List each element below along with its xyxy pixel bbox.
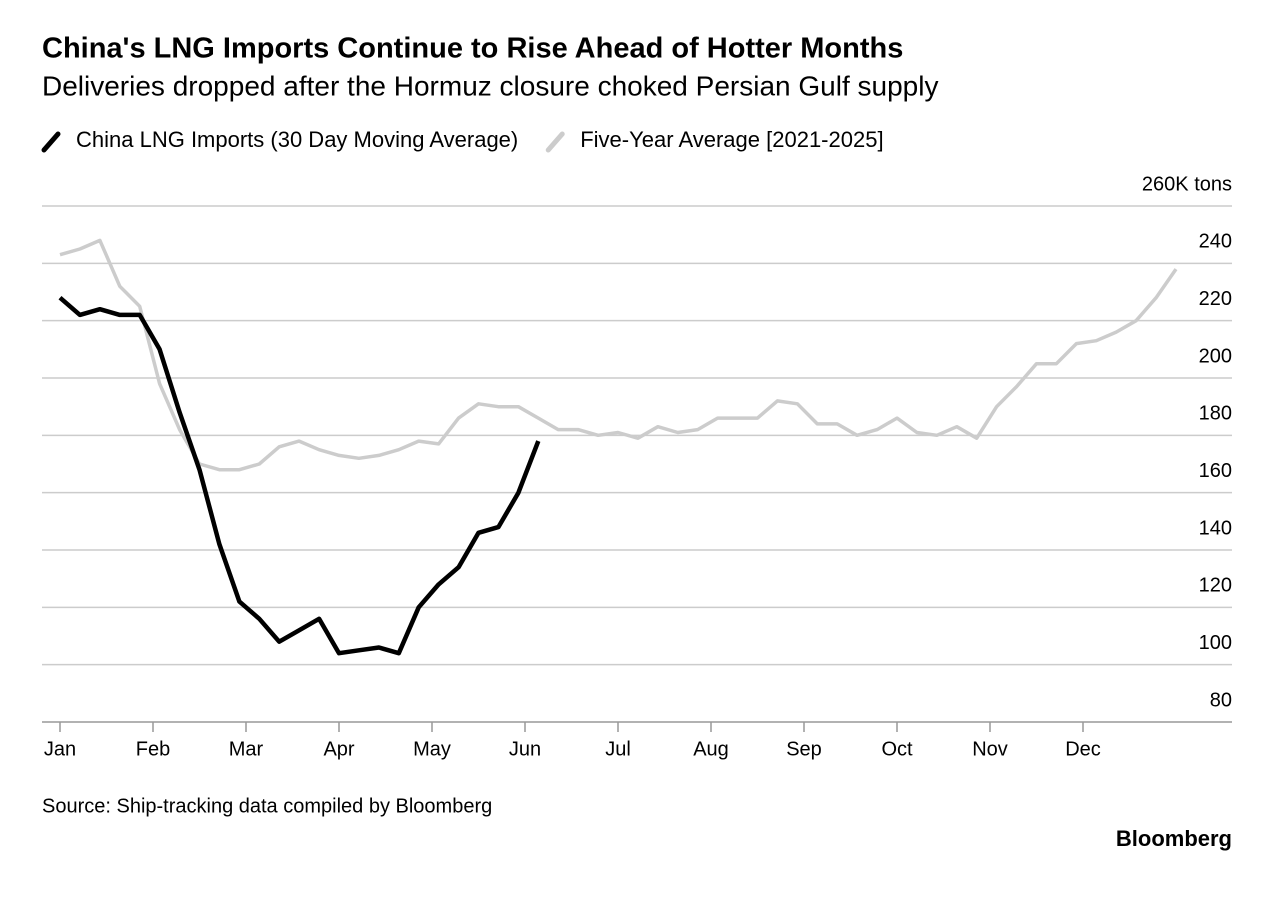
x-tick-label: Apr [323, 738, 354, 760]
x-tick-label: Dec [1065, 738, 1101, 760]
x-tick-label: Feb [136, 738, 170, 760]
y-tick-label: 240 [1199, 231, 1232, 253]
y-tick-label: 220 [1199, 288, 1232, 310]
brand: Bloomberg [1116, 826, 1232, 851]
y-tick-label: 260K tons [1142, 173, 1232, 195]
y-tick-label: 200 [1199, 345, 1232, 367]
series-line [59, 238, 1178, 472]
y-tick-label: 100 [1199, 632, 1232, 654]
x-tick-label: Oct [881, 738, 913, 760]
x-tick-label: Aug [693, 738, 729, 760]
y-tick-label: 160 [1199, 460, 1232, 482]
x-tick-label: Jan [44, 738, 76, 760]
x-tick-label: Jun [509, 738, 541, 760]
x-tick-label: Mar [229, 738, 264, 760]
y-tick-label: 180 [1199, 403, 1232, 425]
x-tick-label: Jul [605, 738, 631, 760]
x-tick-label: Sep [786, 738, 822, 760]
y-tick-label: 120 [1199, 575, 1232, 597]
legend-label: China LNG Imports (30 Day Moving Average… [76, 127, 518, 152]
x-tick-label: May [413, 738, 451, 760]
legend-swatch [41, 131, 61, 153]
legend-label: Five-Year Average [2021-2025] [580, 127, 883, 152]
y-tick-label: 140 [1199, 517, 1232, 539]
source: Source: Ship-tracking data compiled by B… [42, 795, 492, 817]
chart-title: China's LNG Imports Continue to Rise Ahe… [42, 33, 903, 65]
series-line [58, 295, 541, 656]
y-tick-label: 80 [1210, 689, 1232, 711]
chart-subtitle: Deliveries dropped after the Hormuz clos… [42, 70, 938, 101]
x-tick-label: Nov [972, 738, 1008, 760]
legend-swatch [545, 131, 565, 153]
